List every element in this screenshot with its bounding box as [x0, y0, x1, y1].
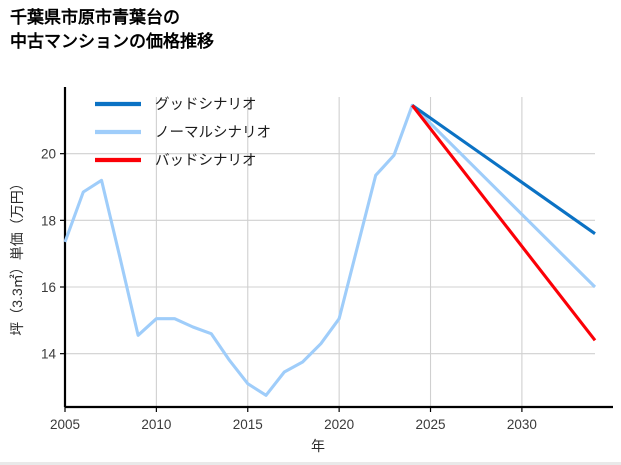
legend-label-2: バッドシナリオ	[155, 153, 257, 169]
x-tick-label: 2030	[507, 417, 537, 432]
page-title: 千葉県市原市青葉台の 中古マンションの価格推移	[10, 8, 214, 52]
series-lines	[63, 103, 597, 397]
series-line-バッドシナリオ	[411, 104, 597, 342]
legend-label-1: ノーマルシナリオ	[155, 125, 271, 141]
x-tick-label: 2005	[50, 417, 80, 432]
x-tick-label: 2020	[324, 417, 354, 432]
x-tick-label: 2010	[141, 417, 171, 432]
tick-marks	[60, 153, 523, 412]
y-axis-title: 坪（3.3㎡）単価（万円）	[9, 176, 25, 335]
gridlines	[64, 97, 595, 407]
tick-labels: 14 16 18 20 2005 2010 2015 2020 2025 2030	[41, 147, 537, 432]
y-tick-label: 20	[41, 147, 56, 162]
x-tick-label: 2015	[233, 417, 263, 432]
y-tick-label: 16	[41, 280, 56, 295]
axis-titles: 年 坪（3.3㎡）単価（万円）	[9, 176, 325, 454]
series-line-ノーマルシナリオ	[63, 103, 597, 397]
x-tick-label: 2025	[415, 417, 445, 432]
y-tick-label: 14	[41, 347, 57, 362]
y-tick-label: 18	[41, 213, 56, 228]
series-line-グッドシナリオ	[411, 104, 596, 235]
x-axis-title: 年	[311, 438, 325, 454]
legend-label-0: グッドシナリオ	[155, 96, 257, 113]
